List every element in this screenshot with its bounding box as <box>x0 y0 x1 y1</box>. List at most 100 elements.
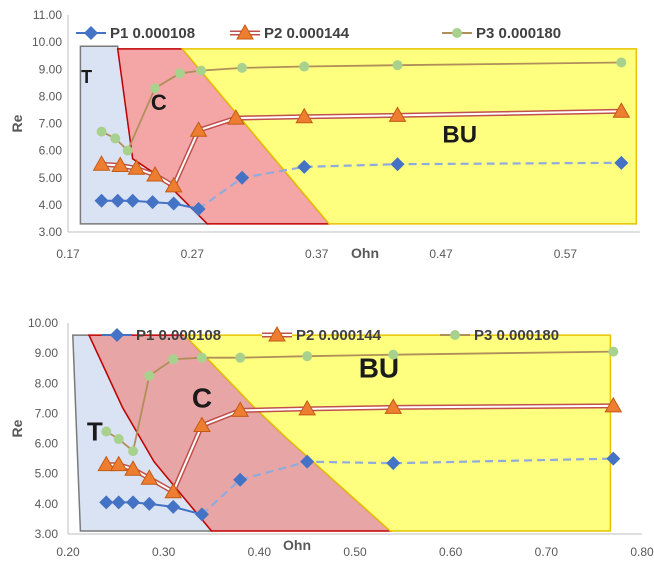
data-point <box>233 472 248 487</box>
data-point <box>604 396 623 413</box>
y-tick-label: 10.00 <box>32 35 62 49</box>
y-tick-label: 6.00 <box>35 437 59 451</box>
x-tick-label: 0.80 <box>630 545 654 559</box>
data-point <box>614 155 629 170</box>
data-point <box>189 121 208 137</box>
data-point <box>174 68 185 79</box>
data-point <box>92 155 111 171</box>
legend-entry-1: P1 0.000108 <box>102 327 221 344</box>
data-point <box>150 83 161 94</box>
data-point <box>124 460 142 476</box>
data-point <box>84 26 98 40</box>
x-tick-label: 0.30 <box>152 545 176 559</box>
legend-entry-2: P2 0.000144 <box>230 23 350 42</box>
legend-entry-3: P3 0.000180 <box>440 327 559 344</box>
series-2 <box>97 396 623 499</box>
series-line-inner <box>106 404 614 493</box>
y-tick-label: 7.00 <box>39 117 63 131</box>
y-tick-label: 4.00 <box>39 198 63 212</box>
data-point <box>128 446 139 457</box>
y-tick-label: 3.00 <box>35 527 59 541</box>
legend-label: P3 0.000180 <box>476 25 561 42</box>
y-tick-label: 8.00 <box>35 376 59 390</box>
chart-1: 3.00 4.00 5.00 6.00 7.00 8.00 9.00 10.00 11.00 0.… <box>9 8 640 261</box>
legend-entry-1: P1 0.000108 <box>76 25 195 42</box>
data-point <box>235 352 246 363</box>
x-tick-label: 0.60 <box>439 545 463 559</box>
data-point <box>99 495 114 510</box>
data-point <box>194 507 209 522</box>
data-point <box>96 126 107 137</box>
data-point <box>452 28 462 38</box>
x-tick-label: 0.57 <box>554 247 578 261</box>
data-point <box>606 451 621 466</box>
x-tick-label: 0.47 <box>429 247 453 261</box>
data-point <box>386 456 401 471</box>
data-point <box>388 106 407 122</box>
y-axis-title: Re <box>9 114 25 132</box>
legend-label: P2 0.000144 <box>264 25 350 42</box>
y-tick-label: 3.00 <box>39 225 63 239</box>
legend-entry-2: P2 0.000144 <box>262 325 382 344</box>
chart-2: 3.00 4.00 5.00 6.00 7.00 8.00 9.00 10.00 0.20 0.3… <box>9 316 654 559</box>
data-point <box>612 102 631 118</box>
series-line <box>101 61 622 153</box>
y-tick-label: 8.00 <box>39 89 63 103</box>
data-point <box>144 370 155 381</box>
x-tick-label: 0.40 <box>248 545 272 559</box>
series-line-inner <box>101 110 622 187</box>
legend-label: P1 0.000108 <box>136 327 221 344</box>
series-3 <box>96 57 627 156</box>
data-point <box>94 193 109 208</box>
data-point <box>196 65 207 76</box>
data-point <box>227 109 245 125</box>
data-point <box>146 166 164 182</box>
series-2 <box>92 102 631 193</box>
x-tick-label: 0.70 <box>535 545 559 559</box>
data-point <box>166 499 181 514</box>
series-1 <box>94 155 629 216</box>
data-point <box>608 346 619 357</box>
data-point <box>126 495 141 510</box>
data-point <box>145 195 160 210</box>
data-point <box>237 62 248 73</box>
data-point <box>384 398 403 414</box>
x-tick-label: 0.50 <box>343 545 367 559</box>
x-axis-title: Ohn <box>283 537 311 553</box>
data-point <box>297 159 312 174</box>
data-point <box>616 57 627 68</box>
region-label-c: C <box>151 90 167 115</box>
data-point <box>302 351 313 362</box>
region-label-t: T <box>81 67 92 87</box>
data-point <box>299 61 310 72</box>
data-point <box>97 455 116 472</box>
region-label-bu: BU <box>442 121 477 148</box>
data-point <box>193 416 211 432</box>
region-label-c: C <box>192 382 212 413</box>
data-point <box>111 156 130 173</box>
y-tick-label: 6.00 <box>39 144 63 158</box>
data-point <box>191 201 206 216</box>
data-point <box>164 176 183 193</box>
data-point <box>122 145 133 156</box>
data-point <box>110 193 125 208</box>
region-bu <box>180 48 638 225</box>
data-point <box>390 157 405 172</box>
x-tick-label: 0.20 <box>56 545 80 559</box>
y-tick-label: 9.00 <box>35 346 59 360</box>
data-point <box>140 469 159 485</box>
data-point <box>231 401 250 417</box>
legend-entry-3: P3 0.000180 <box>442 25 561 42</box>
data-point <box>300 454 315 469</box>
data-point <box>168 354 179 365</box>
y-tick-label: 5.00 <box>39 171 63 185</box>
region-bu <box>182 334 612 532</box>
data-point <box>298 399 317 416</box>
data-point <box>127 159 146 175</box>
data-point <box>196 352 207 363</box>
y-tick-label: 10.00 <box>28 316 58 330</box>
legend-label: P3 0.000180 <box>474 327 559 344</box>
data-point <box>236 23 254 40</box>
data-point <box>295 107 314 124</box>
data-point <box>166 196 181 211</box>
